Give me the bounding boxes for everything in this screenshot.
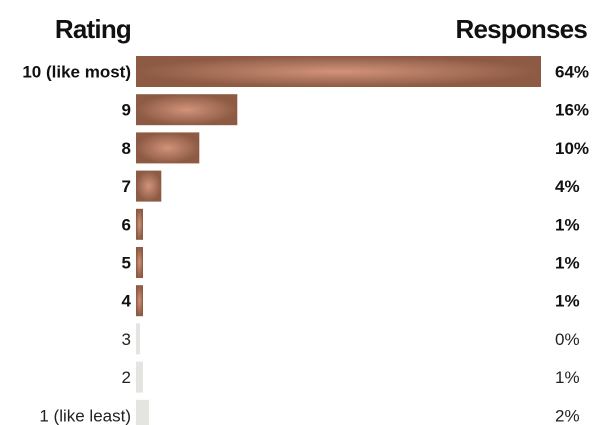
bar-4 xyxy=(136,208,143,240)
bar-3 xyxy=(136,170,162,202)
bar-0 xyxy=(136,56,541,87)
category-label-2: 8 xyxy=(122,139,131,158)
value-label-4: 1% xyxy=(555,215,580,234)
bar-7 xyxy=(136,323,140,355)
value-label-8: 1% xyxy=(555,368,580,387)
value-label-5: 1% xyxy=(555,254,580,273)
category-label-5: 5 xyxy=(122,254,131,273)
category-label-6: 4 xyxy=(122,292,132,311)
category-label-0: 10 (like most) xyxy=(22,63,131,82)
category-label-3: 7 xyxy=(122,177,131,196)
category-label-7: 3 xyxy=(122,330,131,349)
value-label-9: 2% xyxy=(555,406,580,425)
responses-column-header: Responses xyxy=(455,14,587,44)
value-label-1: 16% xyxy=(555,101,589,120)
value-label-0: 64% xyxy=(555,63,589,82)
category-label-8: 2 xyxy=(122,368,131,387)
category-label-9: 1 (like least) xyxy=(39,406,131,425)
category-label-1: 9 xyxy=(122,101,131,120)
value-label-3: 4% xyxy=(555,177,580,196)
bar-2 xyxy=(136,132,200,164)
value-label-7: 0% xyxy=(555,330,580,349)
bar-1 xyxy=(136,94,238,126)
value-label-2: 10% xyxy=(555,139,589,158)
value-label-6: 1% xyxy=(555,292,580,311)
bar-9 xyxy=(136,399,149,425)
bar-8 xyxy=(136,361,143,393)
bar-6 xyxy=(136,285,143,317)
bar-5 xyxy=(136,247,143,278)
rating-column-header: Rating xyxy=(55,14,131,44)
category-label-4: 6 xyxy=(122,215,131,234)
